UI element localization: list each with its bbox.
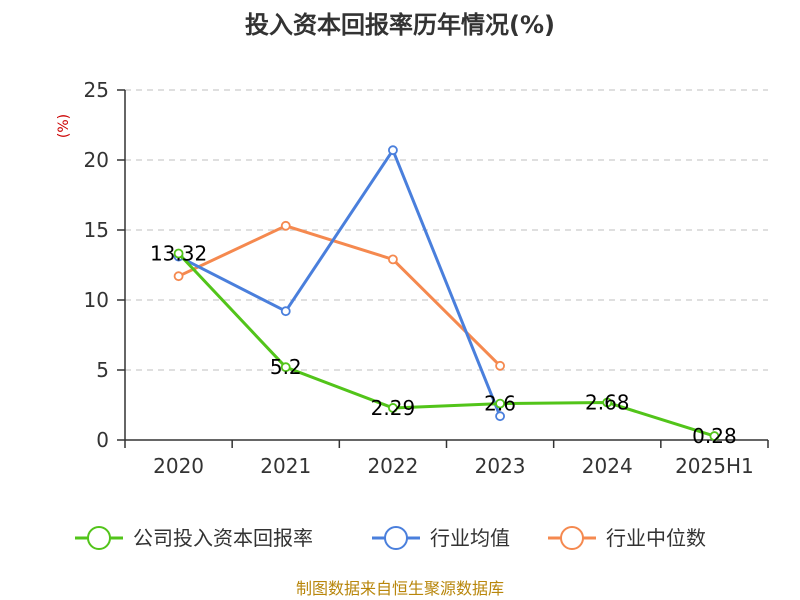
- data-point: [173, 248, 184, 259]
- x-tick-label: 2022: [367, 454, 418, 478]
- data-label: 2.6: [484, 392, 516, 416]
- data-point: [495, 411, 505, 422]
- x-tick-label: 2023: [475, 454, 526, 478]
- chart-title: 投入资本回报率历年情况(%): [245, 11, 555, 39]
- data-point: [280, 220, 291, 231]
- axes: 0 5 10 15 20 25 2020 2021 2022 2023 2024 2025H1: [84, 78, 769, 478]
- y-tick-label: 25: [84, 78, 109, 102]
- data-point: [388, 403, 398, 413]
- y-tick-label: 15: [84, 218, 109, 242]
- legend-item-1[interactable]: 行业均值: [372, 526, 510, 550]
- legend[interactable]: 公司投入资本回报率 行业均值 行业中位数: [75, 526, 706, 550]
- data-label: 13.32: [150, 242, 207, 266]
- data-point: [495, 360, 505, 371]
- data-point: [709, 431, 720, 441]
- legend-item-0[interactable]: 公司投入资本回报率: [75, 526, 313, 550]
- data-labels: 13.32 5.2 2.29 2.6 2.68 0.28: [150, 242, 737, 449]
- grid-lines: [125, 89, 768, 371]
- data-point: [173, 271, 184, 282]
- data-point: [388, 145, 398, 156]
- series-group: [173, 145, 720, 441]
- data-label: 0.28: [692, 424, 737, 448]
- legend-label: 行业均值: [430, 526, 510, 550]
- y-tick-label: 0: [96, 428, 109, 452]
- data-point: [495, 398, 505, 409]
- x-tick-label: 2021: [260, 454, 311, 478]
- data-point: [602, 397, 613, 408]
- series-line-2: [177, 224, 502, 367]
- y-tick-label: 20: [84, 148, 109, 172]
- series-line-1: [177, 148, 502, 417]
- series-line-0: [177, 252, 715, 438]
- legend-swatch-marker: [384, 526, 408, 550]
- data-point: [388, 254, 398, 265]
- legend-label: 行业中位数: [606, 526, 706, 550]
- legend-swatch-marker: [560, 526, 584, 550]
- data-point: [280, 362, 291, 373]
- data-label: 2.68: [585, 390, 630, 414]
- x-tick-label: 2025H1: [675, 454, 754, 478]
- y-tick-label: 5: [96, 358, 109, 382]
- y-axis-label: (%): [56, 114, 72, 138]
- x-tick-label: 2020: [153, 454, 204, 478]
- legend-swatch-marker: [87, 526, 111, 550]
- data-label: 2.29: [371, 396, 416, 420]
- x-tick-label: 2024: [582, 454, 633, 478]
- data-label: 5.2: [270, 355, 302, 379]
- legend-label: 公司投入资本回报率: [133, 526, 313, 550]
- data-point: [280, 306, 291, 317]
- y-tick-label: 10: [84, 288, 109, 312]
- legend-item-2[interactable]: 行业中位数: [548, 526, 706, 550]
- source-note: 制图数据来自恒生聚源数据库: [296, 579, 504, 598]
